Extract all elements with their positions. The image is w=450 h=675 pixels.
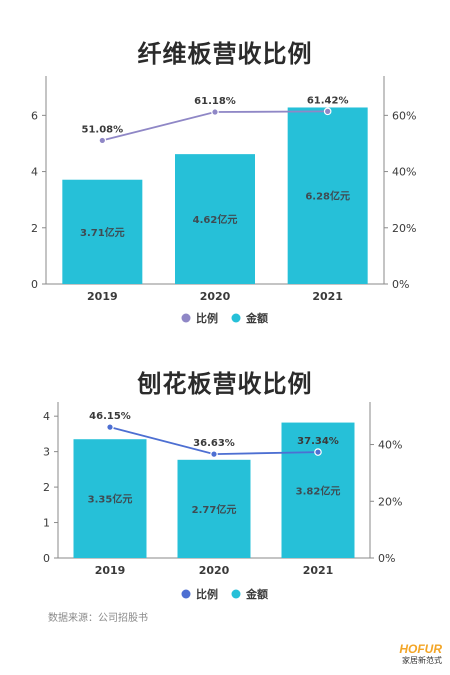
logo-brand: HOFUR <box>399 642 442 656</box>
y-left-tick-label: 3 <box>43 446 50 459</box>
data-source-note: 数据来源：公司招股书 <box>48 613 148 624</box>
bar <box>287 107 368 284</box>
legend-ratio-marker <box>181 589 191 599</box>
y-right-tick-label: 40% <box>378 439 402 452</box>
y-right-tick-label: 20% <box>392 222 416 235</box>
y-right-tick-label: 0% <box>378 552 395 565</box>
y-right-tick-label: 0% <box>392 278 409 291</box>
y-left-tick-label: 6 <box>31 109 38 122</box>
legend-amount-marker <box>231 589 241 599</box>
chart-title-particleboard: 刨花板营收比例 <box>137 370 313 398</box>
x-tick-label: 2019 <box>95 564 126 577</box>
y-left-tick-label: 2 <box>43 481 50 494</box>
bar-value-label: 6.28亿元 <box>305 190 350 203</box>
x-tick-label: 2021 <box>303 564 334 577</box>
bar-value-label: 4.62亿元 <box>193 213 238 226</box>
ratio-point <box>210 450 218 458</box>
x-tick-label: 2019 <box>87 290 118 303</box>
y-left-tick-label: 2 <box>31 222 38 235</box>
x-tick-label: 2020 <box>199 564 230 577</box>
bar <box>62 179 143 284</box>
y-left-tick-label: 1 <box>43 517 50 530</box>
bar-value-label: 3.35亿元 <box>88 493 133 506</box>
bar <box>281 422 355 558</box>
y-right-tick-label: 20% <box>378 495 402 508</box>
ratio-point <box>323 107 332 116</box>
bar-value-label: 3.82亿元 <box>296 484 341 497</box>
ratio-point <box>106 423 114 431</box>
ratio-label: 46.15% <box>89 411 131 422</box>
legend-amount-label: 金额 <box>245 587 268 601</box>
logo-subtitle: 家居新范式 <box>402 656 442 665</box>
legend-amount-label: 金额 <box>245 311 268 325</box>
ratio-point <box>98 136 107 145</box>
ratio-point <box>211 108 219 116</box>
ratio-point <box>314 448 322 456</box>
x-tick-label: 2021 <box>312 290 343 303</box>
legend-ratio-marker <box>181 313 191 323</box>
y-left-tick-label: 0 <box>31 278 38 291</box>
ratio-label: 37.34% <box>297 436 339 447</box>
y-right-tick-label: 40% <box>392 166 416 179</box>
chart-title-fiberboard: 纤维板营收比例 <box>137 40 313 68</box>
legend-ratio-label: 比例 <box>196 587 218 601</box>
ratio-label: 51.08% <box>82 124 124 135</box>
bar <box>73 439 147 558</box>
legend-amount-marker <box>231 313 241 323</box>
y-left-tick-label: 4 <box>43 410 50 423</box>
hofur-logo: HOFUR 家居新范式 <box>388 643 442 666</box>
ratio-label: 61.18% <box>194 96 236 107</box>
bar <box>177 459 251 558</box>
bar-value-label: 2.77亿元 <box>192 503 237 516</box>
ratio-label: 36.63% <box>193 438 235 449</box>
legend-ratio-label: 比例 <box>196 311 218 325</box>
y-right-tick-label: 60% <box>392 109 416 122</box>
y-left-tick-label: 0 <box>43 552 50 565</box>
x-tick-label: 2020 <box>200 290 231 303</box>
y-left-tick-label: 4 <box>31 166 38 179</box>
bar-value-label: 3.71亿元 <box>80 226 125 239</box>
bar <box>175 154 255 284</box>
ratio-label: 61.42% <box>307 95 349 106</box>
